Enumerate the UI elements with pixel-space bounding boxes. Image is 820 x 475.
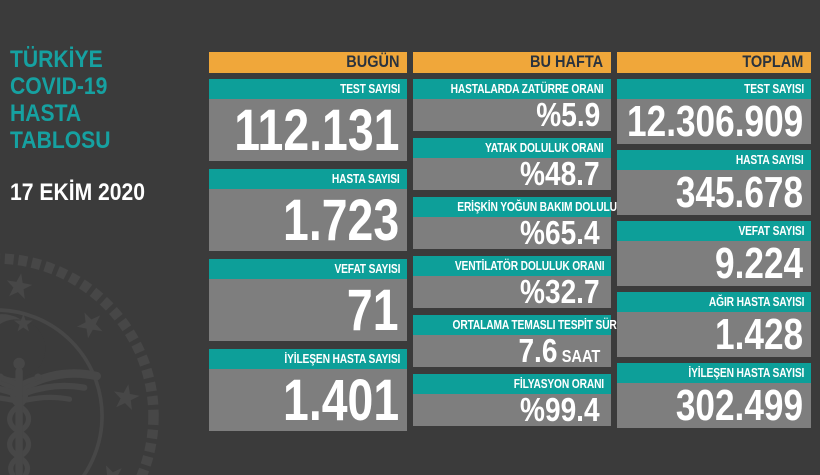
stat-value-box: %5.9 bbox=[413, 96, 611, 133]
stat-label-bar: FİLYASYON ORANI bbox=[413, 374, 611, 394]
stat-label: HASTA SAYISI bbox=[736, 153, 804, 167]
stat-value-box: %65.4 bbox=[413, 214, 611, 251]
stat-label: HASTALARDA ZATÜRRE ORANI bbox=[450, 82, 604, 96]
stat-label: HASTA SAYISI bbox=[332, 172, 400, 186]
stat-card: FİLYASYON ORANI %99.4 bbox=[413, 374, 611, 428]
stat-card: İYİLEŞEN HASTA SAYISI 1.401 bbox=[209, 349, 407, 433]
stat-card: TEST SAYISI 12.306.909 bbox=[617, 79, 811, 146]
page-title-line: HASTA bbox=[10, 100, 82, 127]
left-panel: TÜRKİYE COVID-19 HASTA TABLOSU 17 EKİM 2… bbox=[10, 46, 205, 206]
stat-label-bar: TEST SAYISI bbox=[617, 79, 811, 99]
stat-value: %65.4 bbox=[520, 214, 600, 251]
column-header-bu-hafta: BU HAFTA bbox=[413, 52, 611, 73]
stat-label-bar: VEFAT SAYISI bbox=[209, 259, 407, 279]
stat-value: 1.428 bbox=[714, 309, 803, 359]
column-header-bugun: BUGÜN bbox=[209, 52, 407, 73]
stat-value-box: 9.224 bbox=[617, 238, 811, 288]
stat-card: VENTİLATÖR DOLULUK ORANI %32.7 bbox=[413, 256, 611, 310]
stat-value: 112.131 bbox=[233, 97, 399, 163]
stat-value: %48.7 bbox=[520, 155, 600, 192]
stat-label-bar: VENTİLATÖR DOLULUK ORANI bbox=[413, 256, 611, 276]
stat-value-box: 12.306.909 bbox=[617, 96, 811, 146]
stat-value: 71 bbox=[347, 277, 399, 343]
page-title-line: TABLOSU bbox=[10, 127, 111, 154]
page-title-line: COVID-19 bbox=[10, 73, 108, 100]
stat-label-bar: HASTA SAYISI bbox=[209, 169, 407, 189]
stat-card: HASTALARDA ZATÜRRE ORANI %5.9 bbox=[413, 79, 611, 133]
stat-value-box: 1.723 bbox=[209, 187, 407, 253]
stat-value: 302.499 bbox=[675, 380, 803, 430]
stat-card: AĞIR HASTA SAYISI 1.428 bbox=[617, 292, 811, 359]
stat-value-box: 1.401 bbox=[209, 367, 407, 433]
stat-unit: SAAT bbox=[561, 346, 600, 366]
report-date: 17 EKİM 2020 bbox=[10, 179, 146, 206]
stat-card: ORTALAMA TEMASLI TESPİT SÜRESİ 7.6 SAAT bbox=[413, 315, 633, 369]
stat-value-box: %99.4 bbox=[413, 391, 611, 428]
column-bugun: BUGÜN TEST SAYISI 112.131 HASTA SAYISI 1… bbox=[209, 52, 407, 439]
ministry-of-health-emblem-icon bbox=[0, 253, 159, 475]
stat-value-box: 7.6 SAAT bbox=[413, 332, 611, 369]
stat-label: VEFAT SAYISI bbox=[738, 224, 804, 238]
stat-value: %99.4 bbox=[520, 391, 600, 428]
stat-card: TEST SAYISI 112.131 bbox=[209, 79, 407, 163]
stat-card: YATAK DOLULUK ORANI %48.7 bbox=[413, 138, 611, 192]
stat-label-bar: ORTALAMA TEMASLI TESPİT SÜRESİ bbox=[413, 315, 633, 335]
stat-value: 1.723 bbox=[282, 187, 399, 253]
stat-label: ERİŞKİN YOĞUN BAKIM DOLULUK ORANI bbox=[457, 200, 659, 214]
stat-card: HASTA SAYISI 345.678 bbox=[617, 150, 811, 217]
stat-value: 345.678 bbox=[675, 167, 803, 217]
stat-label: TEST SAYISI bbox=[340, 82, 400, 96]
stat-label-bar: VEFAT SAYISI bbox=[617, 221, 811, 241]
stat-label-bar: AĞIR HASTA SAYISI bbox=[617, 292, 811, 312]
stat-label: İYİLEŞEN HASTA SAYISI bbox=[284, 352, 400, 366]
stat-label-bar: İYİLEŞEN HASTA SAYISI bbox=[209, 349, 407, 369]
stat-card: İYİLEŞEN HASTA SAYISI 302.499 bbox=[617, 363, 811, 430]
stat-label: TEST SAYISI bbox=[744, 82, 804, 96]
page-title-line: TÜRKİYE bbox=[10, 46, 103, 73]
stat-value: %5.9 bbox=[536, 96, 600, 133]
stat-value-box: %32.7 bbox=[413, 273, 611, 310]
stat-value-box: 71 bbox=[209, 277, 407, 343]
stat-card: VEFAT SAYISI 9.224 bbox=[617, 221, 811, 288]
stat-label: ORTALAMA TEMASLI TESPİT SÜRESİ bbox=[452, 318, 633, 332]
stat-label: İYİLEŞEN HASTA SAYISI bbox=[688, 366, 804, 380]
stat-label: AĞIR HASTA SAYISI bbox=[708, 295, 805, 309]
stat-value-box: %48.7 bbox=[413, 155, 611, 192]
stat-value-box: 345.678 bbox=[617, 167, 811, 217]
stat-label: YATAK DOLULUK ORANI bbox=[485, 141, 604, 155]
stat-card: VEFAT SAYISI 71 bbox=[209, 259, 407, 343]
stat-value-box: 1.428 bbox=[617, 309, 811, 359]
stat-value: %32.7 bbox=[520, 273, 600, 310]
stat-label-bar: YATAK DOLULUK ORANI bbox=[413, 138, 611, 158]
stat-label-bar: HASTA SAYISI bbox=[617, 150, 811, 170]
stat-value: 9.224 bbox=[714, 238, 803, 288]
stat-label-bar: HASTALARDA ZATÜRRE ORANI bbox=[413, 79, 611, 99]
stat-label: VEFAT SAYISI bbox=[334, 262, 400, 276]
stat-value: 1.401 bbox=[282, 367, 399, 433]
column-header-toplam: TOPLAM bbox=[617, 52, 811, 73]
stat-value-box: 112.131 bbox=[209, 97, 407, 163]
column-bu-hafta: BU HAFTA HASTALARDA ZATÜRRE ORANI %5.9 Y… bbox=[413, 52, 659, 433]
stat-value: 7.6 bbox=[518, 332, 558, 369]
stat-label-bar: TEST SAYISI bbox=[209, 79, 407, 99]
column-toplam: TOPLAM TEST SAYISI 12.306.909 HASTA SAYI… bbox=[617, 52, 811, 434]
stat-card: HASTA SAYISI 1.723 bbox=[209, 169, 407, 253]
stat-label: FİLYASYON ORANI bbox=[513, 377, 604, 391]
stat-value-box: 302.499 bbox=[617, 380, 811, 430]
stat-label: VENTİLATÖR DOLULUK ORANI bbox=[454, 259, 604, 273]
stat-value: 12.306.909 bbox=[626, 96, 803, 146]
stat-label-bar: İYİLEŞEN HASTA SAYISI bbox=[617, 363, 811, 383]
stat-card: ERİŞKİN YOĞUN BAKIM DOLULUK ORANI %65.4 bbox=[413, 197, 659, 251]
stat-label-bar: ERİŞKİN YOĞUN BAKIM DOLULUK ORANI bbox=[413, 197, 659, 217]
